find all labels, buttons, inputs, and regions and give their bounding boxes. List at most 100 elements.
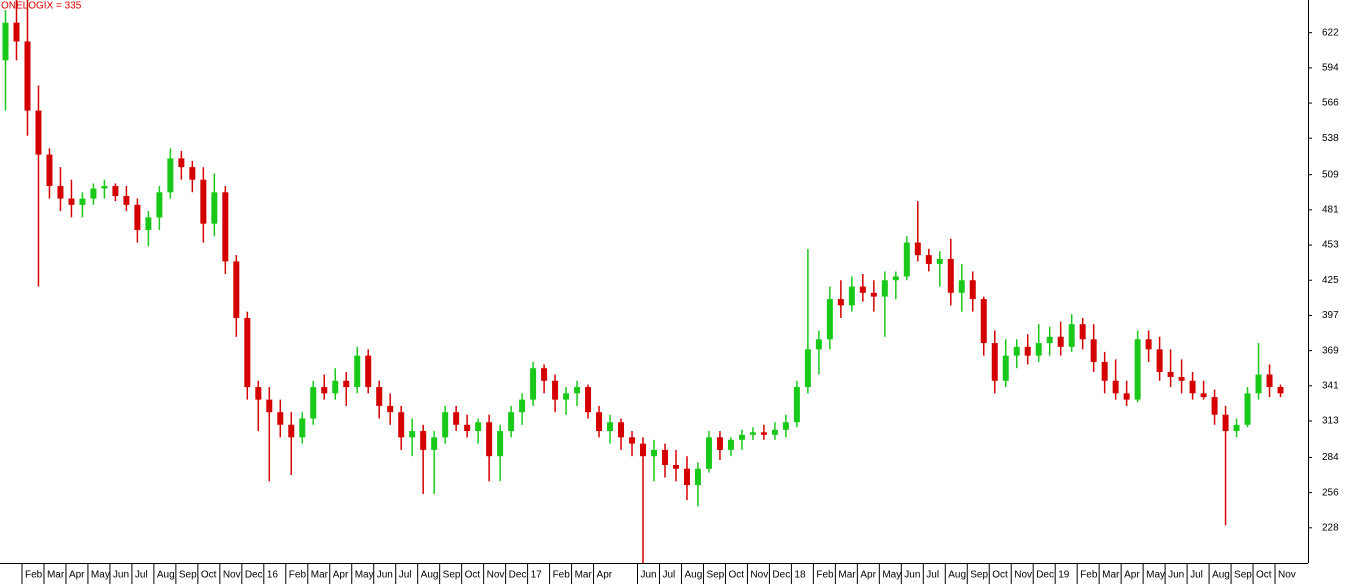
candle-body — [464, 424, 471, 432]
candle-body — [947, 258, 954, 293]
candle-body — [914, 242, 921, 256]
candle-body — [552, 380, 559, 400]
candle-body — [310, 387, 317, 419]
candle-body — [387, 405, 394, 413]
x-tick-label: 17 — [531, 570, 543, 581]
candle-body — [1277, 387, 1284, 394]
candle-body — [980, 299, 987, 344]
candle-body — [1112, 380, 1119, 394]
candle-body — [200, 179, 207, 224]
x-tick-label: Jun — [641, 570, 657, 581]
y-tick-label: 369 — [1322, 345, 1339, 356]
candle-body — [541, 368, 548, 381]
candle-body — [1057, 336, 1064, 347]
candle-body — [618, 422, 625, 438]
x-tick-label: Sep — [443, 570, 461, 581]
x-tick-label: Aug — [684, 570, 702, 581]
x-tick-label: May — [355, 570, 374, 581]
candle-body — [1178, 377, 1185, 381]
candle-body — [1024, 346, 1031, 356]
candle-body — [661, 449, 668, 465]
x-tick-label: Jun — [377, 570, 393, 581]
candle-body — [1167, 371, 1174, 378]
y-tick-label: 453 — [1322, 240, 1339, 251]
candle-body — [727, 439, 734, 450]
candle-body — [1123, 393, 1130, 400]
candle-body — [112, 185, 119, 197]
candle-body — [189, 167, 196, 180]
candle-body — [837, 299, 844, 306]
y-tick-label: 622 — [1322, 27, 1339, 38]
candle-body — [90, 188, 97, 199]
candle-body — [299, 418, 306, 438]
candle-body — [782, 422, 789, 430]
candle-body — [321, 387, 328, 394]
candle-body — [178, 158, 185, 168]
x-tick-label: Oct — [465, 570, 481, 581]
y-tick-label: 397 — [1322, 310, 1339, 321]
candle-body — [530, 368, 537, 400]
x-tick-label: Sep — [1234, 570, 1252, 581]
candle-body — [1189, 380, 1196, 394]
candle-body — [332, 380, 339, 394]
candle-body — [2, 22, 9, 61]
y-tick-label: 341 — [1322, 380, 1339, 391]
y-tick-label: 313 — [1322, 416, 1339, 427]
x-tick-label: Jul — [662, 570, 675, 581]
candle-body — [848, 286, 855, 306]
x-tick-label: 18 — [794, 570, 806, 581]
candle-body — [881, 280, 888, 297]
candle-body — [222, 192, 229, 262]
x-tick-label: Aug — [421, 570, 439, 581]
x-tick-label: Feb — [289, 570, 307, 581]
x-tick-label: Aug — [948, 570, 966, 581]
x-tick-label: Oct — [1256, 570, 1272, 581]
candle-body — [46, 154, 53, 186]
candle-body — [1233, 424, 1240, 432]
candle-body — [1211, 397, 1218, 415]
candle-body — [1079, 324, 1086, 340]
candle-body — [991, 343, 998, 381]
x-tick-label: Apr — [333, 570, 349, 581]
candle-body — [1266, 374, 1273, 388]
x-tick-label: Feb — [1080, 570, 1098, 581]
x-tick-label: Sep — [706, 570, 724, 581]
candle-body — [266, 399, 273, 413]
candle-body — [925, 255, 932, 264]
x-tick-label: Dec — [772, 570, 790, 581]
candle-body — [1222, 414, 1229, 432]
y-tick-label: 509 — [1322, 169, 1339, 180]
candle-body — [629, 437, 636, 444]
y-tick-label: 228 — [1322, 522, 1339, 533]
x-tick-label: Mar — [838, 570, 856, 581]
candle-body — [486, 422, 493, 457]
x-tick-label: Feb — [553, 570, 571, 581]
candle-body — [716, 437, 723, 450]
x-tick-label: Feb — [25, 570, 43, 581]
x-tick-label: Oct — [992, 570, 1008, 581]
candle-body — [969, 280, 976, 300]
candle-body — [958, 280, 965, 293]
candle-body — [936, 258, 943, 264]
candle-body — [145, 217, 152, 230]
x-tick-label: Sep — [179, 570, 197, 581]
chart-title: ONELOGIX = 335 — [1, 1, 82, 12]
candle-body — [738, 434, 745, 440]
x-tick-label: Nov — [1014, 570, 1032, 581]
x-tick-label: Aug — [157, 570, 175, 581]
candle-body — [607, 422, 614, 432]
candle-body — [35, 110, 42, 155]
candle-body — [749, 432, 756, 435]
y-tick-label: 256 — [1322, 487, 1339, 498]
candle-body — [574, 387, 581, 394]
x-tick-label: Jul — [1190, 570, 1203, 581]
candle-body — [683, 468, 690, 486]
candle-body — [420, 431, 427, 450]
x-tick-label: Apr — [69, 570, 85, 581]
candle-body — [859, 286, 866, 293]
x-tick-label: 16 — [267, 570, 279, 581]
candle-body — [563, 393, 570, 400]
x-tick-label: 19 — [1058, 570, 1070, 581]
candle-body — [156, 192, 163, 218]
candle-body — [892, 276, 899, 281]
